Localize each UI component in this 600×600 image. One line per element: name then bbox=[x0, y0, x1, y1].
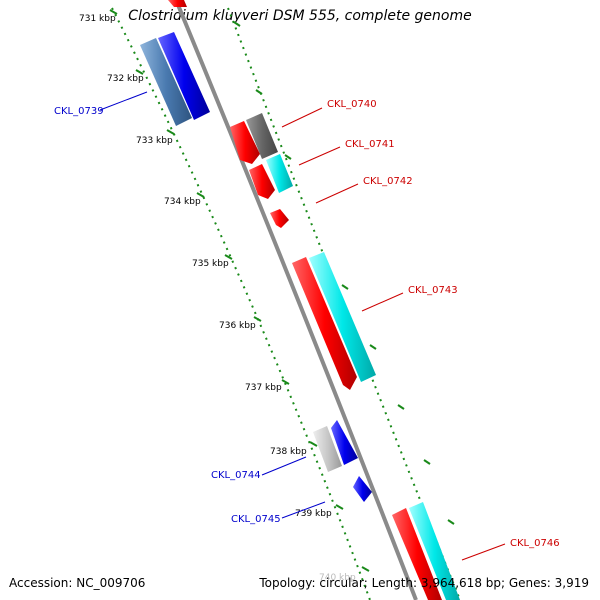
feature-cds-forward bbox=[292, 257, 357, 390]
tick-mark bbox=[255, 89, 263, 95]
feature-cds-forward bbox=[392, 508, 442, 600]
gene-label: CKL_0746 bbox=[510, 538, 560, 549]
accession-text: Accession: NC_009706 bbox=[9, 576, 146, 590]
topology-text: Topology: circular; Length: 3,964,618 bp… bbox=[259, 576, 589, 590]
gene-label: CKL_0742 bbox=[363, 176, 413, 187]
scale-tick-label: 731 kbp bbox=[79, 14, 116, 24]
feature-other bbox=[313, 426, 342, 472]
scale-tick-label: 738 kbp bbox=[270, 447, 307, 457]
gene-callout-line bbox=[298, 146, 341, 166]
feature-rna-forward bbox=[266, 154, 293, 193]
gene-label: CKL_0743 bbox=[408, 285, 458, 296]
feature-cds-reverse bbox=[353, 476, 372, 502]
scale-tick-marks bbox=[109, 9, 370, 572]
scale-tick-label: 733 kbp bbox=[136, 136, 173, 146]
gene-callout-line bbox=[361, 292, 404, 312]
tick-mark bbox=[233, 21, 241, 27]
feature-rna-forward bbox=[409, 502, 460, 600]
feature-cds-forward bbox=[230, 121, 260, 164]
gene-label: CKL_0741 bbox=[345, 139, 395, 150]
tick-mark bbox=[335, 504, 344, 510]
tick-mark bbox=[284, 154, 292, 160]
tick-mark bbox=[166, 129, 175, 135]
scale-tick-label: 734 kbp bbox=[164, 197, 201, 207]
tick-mark bbox=[196, 192, 205, 198]
scale-tick-label: 732 kbp bbox=[107, 74, 144, 84]
feature-rna-forward bbox=[309, 252, 376, 382]
feature-cds-reverse bbox=[158, 32, 210, 120]
gene-callout-line bbox=[261, 456, 307, 476]
scale-tick-label: 735 kbp bbox=[192, 259, 229, 269]
tick-mark bbox=[281, 379, 290, 385]
gene-callout-line bbox=[281, 501, 326, 519]
feature-cds-forward bbox=[249, 164, 275, 199]
scale-tick-label: 736 kbp bbox=[219, 321, 256, 331]
scale-tick-label: 737 kbp bbox=[245, 383, 282, 393]
feature-cds-forward bbox=[168, 0, 187, 7]
gene-callout-line bbox=[461, 543, 506, 561]
gene-callout-line bbox=[315, 183, 359, 204]
tick-mark bbox=[309, 441, 318, 447]
tick-mark bbox=[447, 519, 455, 525]
feature-cds-reverse bbox=[331, 420, 358, 465]
tick-mark bbox=[253, 316, 262, 322]
gene-label: CKL_0745 bbox=[231, 514, 281, 525]
gene-callout-line bbox=[99, 91, 148, 111]
tick-mark bbox=[397, 404, 405, 410]
tick-mark bbox=[135, 69, 144, 75]
feature-rna-reverse bbox=[140, 38, 192, 126]
outer-dotted-line bbox=[111, 7, 371, 600]
tick-mark bbox=[423, 459, 431, 465]
tick-mark bbox=[224, 254, 233, 260]
tick-mark bbox=[341, 284, 349, 290]
tick-mark bbox=[109, 9, 118, 15]
tick-mark bbox=[361, 566, 370, 572]
map-title: Clostridium kluyveri DSM 555, complete g… bbox=[128, 8, 472, 24]
scale-tick-label: 740 kbp bbox=[319, 573, 356, 583]
gene-callout-line bbox=[281, 107, 323, 128]
gene-label: CKL_0744 bbox=[211, 470, 261, 481]
feature-other bbox=[246, 113, 278, 159]
genome-backbone bbox=[174, 0, 418, 600]
inner-tick-marks bbox=[233, 21, 455, 525]
scale-tick-label: 739 kbp bbox=[295, 509, 332, 519]
gene-label: CKL_0739 bbox=[54, 106, 104, 117]
gene-label: CKL_0740 bbox=[327, 99, 377, 110]
feature-cds-forward bbox=[270, 209, 289, 228]
tick-mark bbox=[369, 344, 377, 350]
